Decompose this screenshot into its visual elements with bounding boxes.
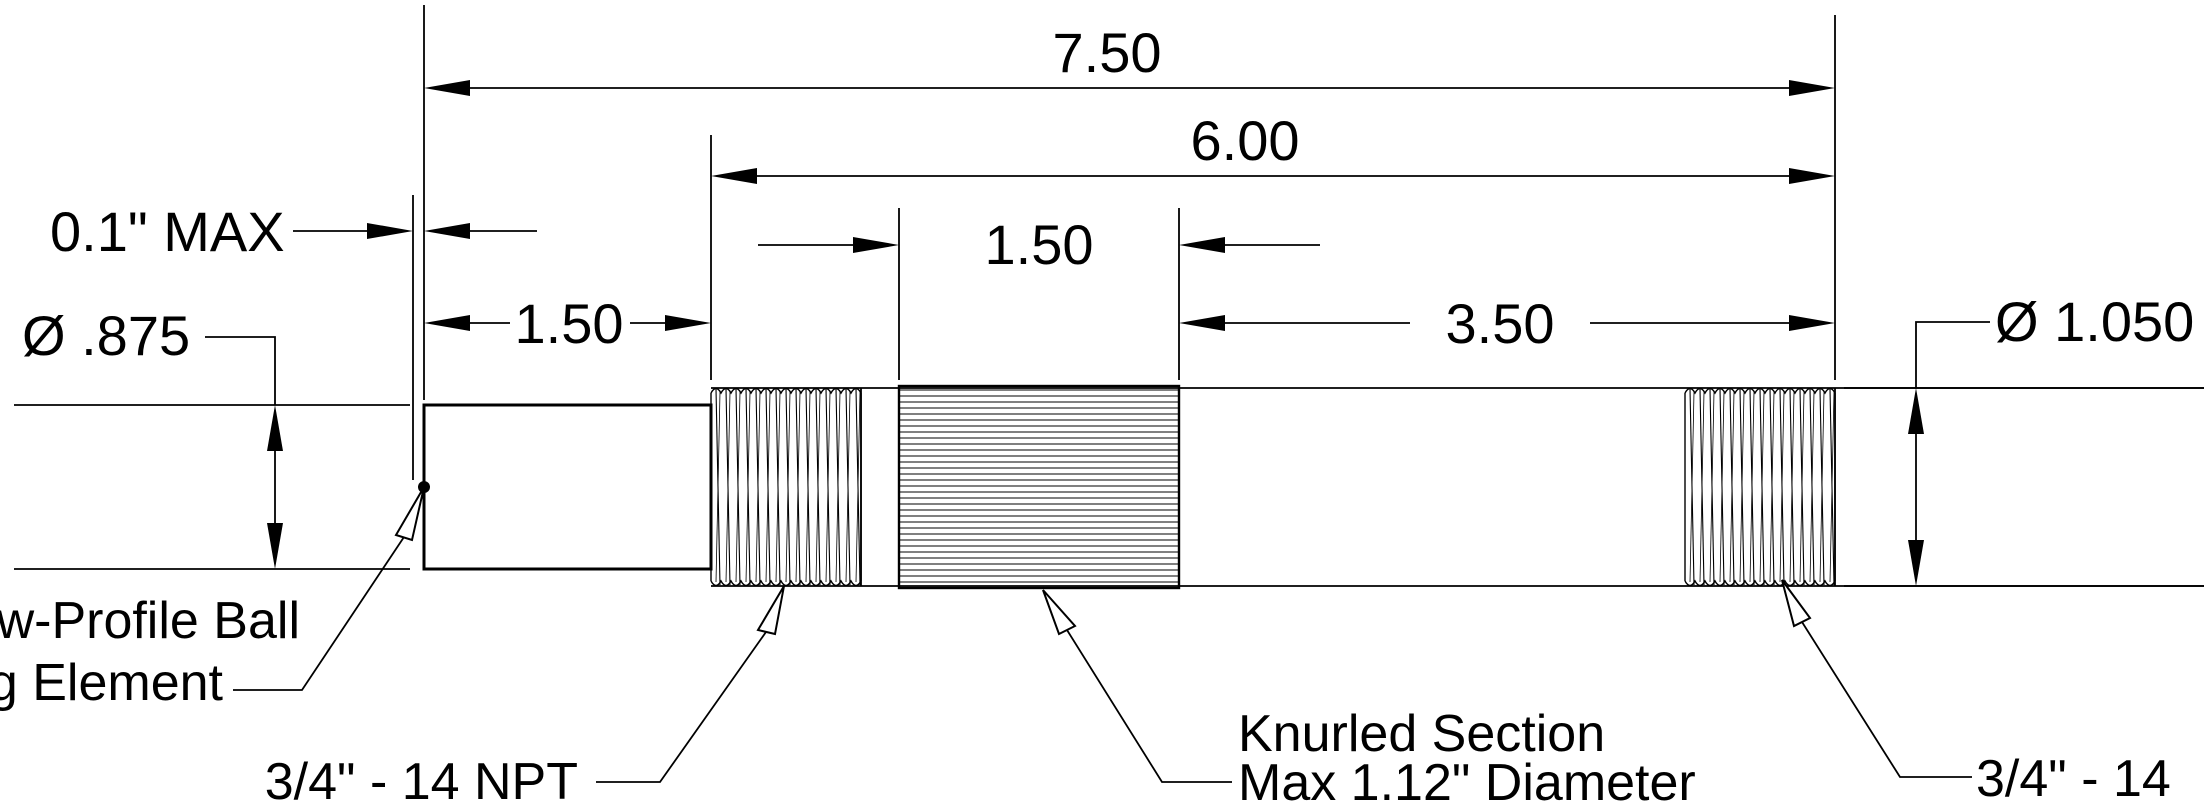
- callout-right-thread: 3/4" - 14: [1781, 579, 2171, 804]
- dim-overall: 7.50: [424, 21, 1835, 96]
- thread-line: [735, 391, 741, 583]
- thread-line: [745, 391, 751, 583]
- thread-line: [825, 391, 831, 583]
- dim-body: 6.00: [711, 109, 1835, 184]
- thread-line: [1819, 391, 1825, 583]
- callout-ball-element: Low-Profile Ball ing Element: [0, 481, 430, 712]
- dim-small-diameter-text: Ø .875: [22, 304, 190, 367]
- thread-line: [795, 391, 801, 583]
- dim-knurl-text: 1.50: [985, 213, 1094, 276]
- thread-line: [785, 391, 791, 583]
- dim-gap-text: 0.1" MAX: [50, 200, 285, 263]
- dim-large-diameter: Ø 1.050: [1908, 290, 2194, 586]
- thread-line: [1689, 391, 1695, 583]
- dim-body-text: 6.00: [1191, 109, 1300, 172]
- dim-right: 3.50: [1179, 292, 1835, 355]
- thread-crest-bottom: [1684, 579, 1836, 587]
- callout-left-thread: 3/4" - 14 NPT: [265, 585, 785, 804]
- thread-line: [725, 391, 731, 583]
- ball-element-line1: Low-Profile Ball: [0, 592, 300, 650]
- dim-gap: 0.1" MAX: [50, 200, 537, 263]
- part-outline: [422, 384, 2204, 590]
- thread-line: [845, 391, 851, 583]
- thread-line: [815, 391, 821, 583]
- dim-knurl: 1.50: [758, 213, 1320, 276]
- thread-line: [1769, 391, 1775, 583]
- callout-knurl: Knurled Section Max 1.12" Diameter: [1042, 589, 1696, 804]
- thread-line: [1729, 391, 1735, 583]
- right-thread-text: 3/4" - 14: [1976, 750, 2171, 804]
- dim-end: 1.50: [424, 292, 711, 355]
- thread-line: [805, 391, 811, 583]
- thread-line: [765, 391, 771, 583]
- thread-line: [1739, 391, 1745, 583]
- thread-line: [1709, 391, 1715, 583]
- thread-line: [775, 391, 781, 583]
- thread-line: [1809, 391, 1815, 583]
- dim-right-text: 3.50: [1446, 292, 1555, 355]
- thread-line: [855, 391, 861, 583]
- left-thread-pattern: [710, 387, 862, 587]
- thread-line: [755, 391, 761, 583]
- thread-line: [715, 391, 721, 583]
- ball-tip-body: [422, 403, 713, 571]
- thread-line: [1719, 391, 1725, 583]
- thread-crest-top: [1684, 387, 1836, 395]
- dim-overall-text: 7.50: [1053, 21, 1162, 84]
- ball-element-line2: ing Element: [0, 654, 224, 712]
- right-thread-pattern: [1684, 387, 1836, 587]
- left-thread-text: 3/4" - 14 NPT: [265, 753, 578, 804]
- knurled-section: [897, 384, 1181, 590]
- thread-line: [1699, 391, 1705, 583]
- knurl-line1: Knurled Section: [1238, 705, 1605, 763]
- thread-line: [1829, 391, 1835, 583]
- knurl-hatch: [900, 389, 1178, 583]
- dim-small-diameter: Ø .875: [22, 304, 283, 569]
- extension-lines: [14, 5, 2204, 587]
- dim-end-text: 1.50: [515, 292, 624, 355]
- thread-line: [1779, 391, 1785, 583]
- thread-line: [1759, 391, 1765, 583]
- thread-line: [1749, 391, 1755, 583]
- thread-crest-top: [710, 387, 862, 395]
- thread-line: [835, 391, 841, 583]
- knurl-line2: Max 1.12" Diameter: [1238, 754, 1696, 804]
- thread-crest-bottom: [710, 579, 862, 587]
- thread-line: [1789, 391, 1795, 583]
- thread-line: [1799, 391, 1805, 583]
- dim-large-diameter-text: Ø 1.050: [1995, 290, 2194, 353]
